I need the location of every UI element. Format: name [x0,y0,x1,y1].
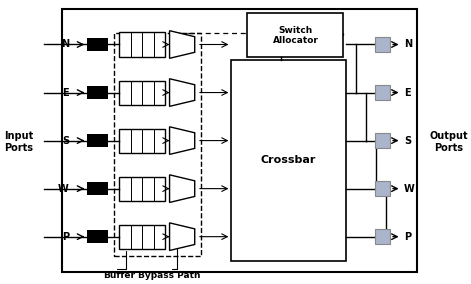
Text: E: E [62,87,69,97]
Text: Buffer: Buffer [103,272,135,281]
Bar [119,32,165,57]
Bar [375,37,390,52]
Bar [87,86,108,99]
Bar [87,182,108,195]
Bar [119,225,165,249]
Text: Crossbar: Crossbar [261,155,316,165]
Text: N: N [404,39,412,49]
Bar [119,81,165,105]
Text: Bypass Path: Bypass Path [138,272,201,281]
Bar [87,230,108,243]
Text: E: E [404,87,410,97]
Bar [87,134,108,147]
Bar [119,129,165,153]
Text: W: W [58,184,69,194]
Bar [375,181,390,196]
Text: Input
Ports: Input Ports [4,131,33,153]
Bar [114,33,201,256]
Text: S: S [62,135,69,146]
Bar [375,133,390,148]
Text: W: W [404,184,414,194]
Polygon shape [170,127,195,154]
Bar [247,13,343,57]
Bar [231,60,346,261]
Polygon shape [170,175,195,202]
Bar [62,9,417,272]
Text: P: P [62,232,69,242]
Bar [119,177,165,201]
Bar [375,229,390,244]
Text: N: N [61,39,69,49]
Polygon shape [170,31,195,58]
Bar [87,38,108,51]
Text: Output
Ports: Output Ports [430,131,468,153]
Text: S: S [404,135,411,146]
Polygon shape [170,79,195,106]
Text: Switch
Allocator: Switch Allocator [272,26,318,45]
Text: P: P [404,232,411,242]
Polygon shape [170,223,195,250]
Bar [375,85,390,100]
